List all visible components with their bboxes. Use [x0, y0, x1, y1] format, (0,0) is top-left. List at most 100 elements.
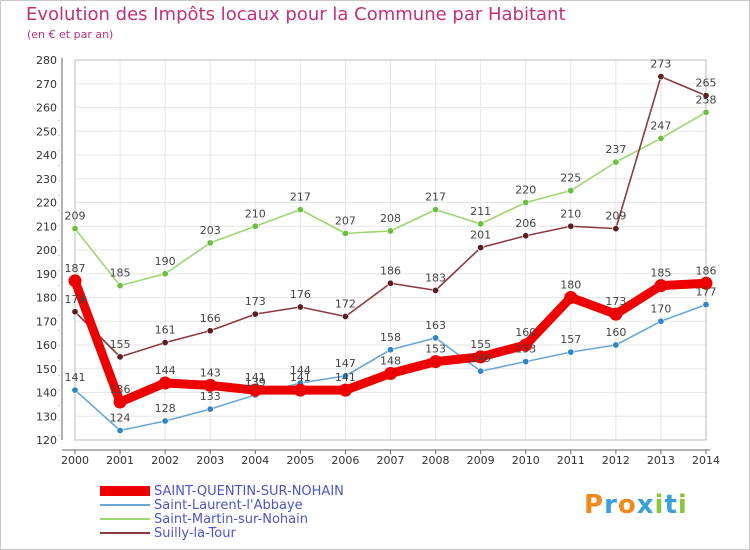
series-3-point — [567, 222, 575, 230]
data-label: 209 — [605, 210, 626, 223]
data-label: 173 — [605, 295, 626, 308]
y-tick-label: 130 — [36, 410, 57, 423]
x-tick-label: 2003 — [196, 454, 224, 467]
series-3-point — [161, 339, 169, 347]
logo-letter: r — [604, 490, 618, 520]
series-3-point — [71, 308, 79, 316]
data-label: 201 — [470, 229, 491, 242]
data-label: 180 — [560, 279, 581, 292]
data-label: 207 — [335, 214, 356, 227]
y-tick-label: 280 — [36, 54, 57, 67]
series-0-point — [203, 378, 217, 392]
y-tick-label: 270 — [36, 78, 57, 91]
data-label: 160 — [515, 326, 536, 339]
series-0-point — [699, 276, 713, 290]
y-tick-label: 140 — [36, 387, 57, 400]
x-tick-label: 2009 — [467, 454, 495, 467]
series-3-point — [341, 312, 349, 320]
plot-border — [74, 59, 707, 441]
legend-item-saint-quentin: SAINT-QUENTIN-SUR-NOHAIN — [100, 483, 344, 499]
data-label: 139 — [245, 376, 266, 389]
data-label: 185 — [110, 267, 131, 280]
series-2-point — [161, 270, 169, 278]
data-label: 220 — [515, 184, 536, 197]
data-label: 177 — [696, 286, 717, 299]
proxiti-logo[interactable]: Proxiti — [584, 490, 688, 520]
y-tick-label: 210 — [36, 220, 57, 233]
y-tick-label: 200 — [36, 244, 57, 257]
logo-letter: x — [636, 490, 655, 520]
data-label: 166 — [200, 312, 221, 325]
series-1-point — [161, 417, 169, 425]
series-3-point — [432, 286, 440, 294]
series-2-point — [702, 108, 710, 116]
x-tick-label: 2013 — [647, 454, 675, 467]
y-tick-label: 250 — [36, 125, 57, 138]
logo-letter: o — [617, 490, 637, 520]
x-tick-label: 2001 — [106, 454, 134, 467]
data-label: 185 — [650, 267, 671, 280]
series-2-point — [296, 206, 304, 214]
data-label: 187 — [65, 262, 86, 275]
legend-label: SAINT-QUENTIN-SUR-NOHAIN — [154, 483, 344, 499]
x-tick-label: 2004 — [241, 454, 269, 467]
series-1-point — [386, 346, 394, 354]
data-label: 173 — [245, 295, 266, 308]
series-2-point — [612, 158, 620, 166]
data-label: 273 — [650, 58, 671, 71]
data-label: 190 — [155, 255, 176, 268]
data-label: 144 — [155, 364, 176, 377]
series-3-point — [116, 353, 124, 361]
x-tick-label: 2007 — [377, 454, 405, 467]
series-0-point — [429, 355, 443, 369]
data-label: 155 — [110, 338, 131, 351]
series-3-point — [612, 225, 620, 233]
data-label: 155 — [470, 338, 491, 351]
data-label: 183 — [425, 271, 446, 284]
y-tick-label: 150 — [36, 363, 57, 376]
series-2-point — [251, 222, 259, 230]
data-label: 124 — [110, 412, 131, 425]
data-label: 203 — [200, 224, 221, 237]
series-0-point — [474, 350, 488, 364]
data-label: 141 — [335, 371, 356, 384]
series-0-point — [68, 274, 82, 288]
y-tick-label: 230 — [36, 173, 57, 186]
series-0-point — [519, 338, 533, 352]
y-tick-label: 170 — [36, 315, 57, 328]
legend-item-saint-martin: Saint-Martin-sur-Nohain — [100, 511, 344, 527]
series-2-point — [567, 187, 575, 195]
series-0-point — [293, 383, 307, 397]
series-2-point — [341, 229, 349, 237]
data-label: 163 — [425, 319, 446, 332]
series-2-point — [71, 225, 79, 233]
data-label: 258 — [696, 93, 717, 106]
data-label: 160 — [605, 326, 626, 339]
x-tick-label: 2005 — [286, 454, 314, 467]
data-label: 211 — [470, 205, 491, 218]
series-1-point — [567, 348, 575, 356]
series-0-point — [564, 291, 578, 304]
series-2-point — [657, 134, 665, 142]
data-label: 147 — [335, 357, 356, 370]
logo-letter: t — [664, 490, 678, 520]
series-1-point — [702, 301, 710, 309]
x-tick-label: 2012 — [602, 454, 630, 467]
x-tick-label: 2008 — [422, 454, 450, 467]
series-1-point — [657, 317, 665, 325]
legend-label: Saint-Martin-sur-Nohain — [154, 511, 308, 527]
x-tick-label: 2011 — [557, 454, 585, 467]
series-0-point — [113, 395, 127, 409]
y-tick-label: 260 — [36, 102, 57, 115]
legend-swatch — [100, 532, 150, 534]
data-label: 186 — [696, 264, 717, 277]
data-label: 141 — [245, 371, 266, 384]
series-1-point — [71, 386, 79, 394]
legend-swatch — [100, 504, 150, 506]
series-3-point — [477, 244, 485, 252]
data-label: 237 — [605, 143, 626, 156]
legend-swatch — [100, 518, 150, 520]
series-3-point — [657, 73, 665, 81]
legend-item-suilly: Suilly-la-Tour — [100, 526, 344, 541]
